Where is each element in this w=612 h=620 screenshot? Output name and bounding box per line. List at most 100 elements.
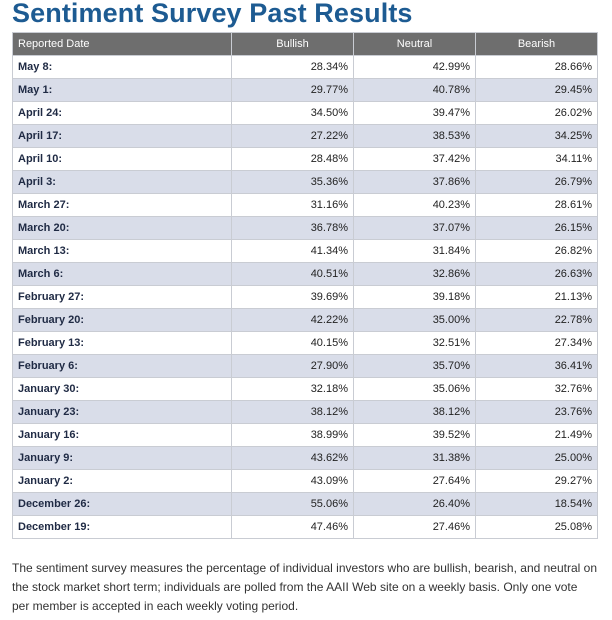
results-table: Reported Date Bullish Neutral Bearish Ma… [12,32,598,539]
cell-neutral: 31.38% [353,446,476,470]
cell-bullish: 38.99% [231,423,354,447]
results-body: May 8: 28.34% 42.99% 28.66% May 1: 29.77% 40.7… [12,55,598,539]
cell-bullish: 55.06% [231,492,354,516]
cell-neutral: 37.07% [353,216,476,240]
cell-bullish: 28.48% [231,147,354,171]
cell-bullish: 42.22% [231,308,354,332]
table-header-row: Reported Date Bullish Neutral Bearish [12,32,598,56]
cell-neutral: 42.99% [353,55,476,79]
table-row: January 30: 32.18% 35.06% 32.76% [12,377,598,401]
cell-bearish: 21.49% [475,423,598,447]
cell-bearish: 28.61% [475,193,598,217]
cell-reported-date: December 26: [12,492,232,516]
table-row: January 23: 38.12% 38.12% 23.76% [12,400,598,424]
cell-reported-date: May 8: [12,55,232,79]
table-row: May 1: 29.77% 40.78% 29.45% [12,78,598,102]
table-row: March 13: 41.34% 31.84% 26.82% [12,239,598,263]
cell-bullish: 29.77% [231,78,354,102]
cell-neutral: 27.46% [353,515,476,539]
cell-bearish: 36.41% [475,354,598,378]
cell-bearish: 32.76% [475,377,598,401]
cell-neutral: 39.47% [353,101,476,125]
cell-reported-date: February 13: [12,331,232,355]
cell-reported-date: February 6: [12,354,232,378]
cell-reported-date: March 6: [12,262,232,286]
cell-bearish: 34.11% [475,147,598,171]
cell-reported-date: February 20: [12,308,232,332]
cell-neutral: 39.52% [353,423,476,447]
header-reported-date: Reported Date [12,32,232,56]
cell-bullish: 47.46% [231,515,354,539]
cell-neutral: 38.12% [353,400,476,424]
cell-bullish: 39.69% [231,285,354,309]
cell-bullish: 35.36% [231,170,354,194]
cell-bullish: 40.15% [231,331,354,355]
cell-reported-date: April 10: [12,147,232,171]
header-bullish: Bullish [231,32,354,56]
table-row: May 8: 28.34% 42.99% 28.66% [12,55,598,79]
cell-bearish: 25.00% [475,446,598,470]
cell-neutral: 37.86% [353,170,476,194]
table-row: March 6: 40.51% 32.86% 26.63% [12,262,598,286]
cell-reported-date: February 27: [12,285,232,309]
cell-reported-date: March 27: [12,193,232,217]
cell-reported-date: January 23: [12,400,232,424]
cell-reported-date: January 2: [12,469,232,493]
cell-neutral: 32.86% [353,262,476,286]
cell-neutral: 40.23% [353,193,476,217]
table-row: April 10: 28.48% 37.42% 34.11% [12,147,598,171]
cell-reported-date: January 9: [12,446,232,470]
table-row: December 19: 47.46% 27.46% 25.08% [12,515,598,539]
cell-bearish: 21.13% [475,285,598,309]
header-neutral: Neutral [353,32,476,56]
cell-bullish: 31.16% [231,193,354,217]
table-row: January 9: 43.62% 31.38% 25.00% [12,446,598,470]
cell-reported-date: December 19: [12,515,232,539]
cell-bullish: 27.22% [231,124,354,148]
cell-reported-date: April 24: [12,101,232,125]
table-row: February 6: 27.90% 35.70% 36.41% [12,354,598,378]
cell-neutral: 32.51% [353,331,476,355]
table-row: April 24: 34.50% 39.47% 26.02% [12,101,598,125]
cell-bullish: 28.34% [231,55,354,79]
cell-neutral: 37.42% [353,147,476,171]
cell-neutral: 26.40% [353,492,476,516]
table-row: April 17: 27.22% 38.53% 34.25% [12,124,598,148]
cell-neutral: 40.78% [353,78,476,102]
page-title: Sentiment Survey Past Results [12,0,413,28]
table-row: March 20: 36.78% 37.07% 26.15% [12,216,598,240]
cell-bearish: 26.15% [475,216,598,240]
cell-reported-date: March 20: [12,216,232,240]
cell-bullish: 27.90% [231,354,354,378]
cell-reported-date: May 1: [12,78,232,102]
cell-bearish: 29.45% [475,78,598,102]
cell-bullish: 43.62% [231,446,354,470]
cell-neutral: 35.06% [353,377,476,401]
table-row: February 20: 42.22% 35.00% 22.78% [12,308,598,332]
cell-bearish: 34.25% [475,124,598,148]
cell-bearish: 26.02% [475,101,598,125]
table-row: February 27: 39.69% 39.18% 21.13% [12,285,598,309]
header-bearish: Bearish [475,32,598,56]
cell-neutral: 35.70% [353,354,476,378]
cell-bearish: 26.82% [475,239,598,263]
table-row: January 2: 43.09% 27.64% 29.27% [12,469,598,493]
cell-neutral: 31.84% [353,239,476,263]
table-row: March 27: 31.16% 40.23% 28.61% [12,193,598,217]
cell-neutral: 38.53% [353,124,476,148]
cell-bearish: 28.66% [475,55,598,79]
cell-bullish: 41.34% [231,239,354,263]
cell-bearish: 23.76% [475,400,598,424]
cell-bearish: 18.54% [475,492,598,516]
cell-bearish: 25.08% [475,515,598,539]
cell-bullish: 34.50% [231,101,354,125]
survey-description: The sentiment survey measures the percen… [12,561,597,613]
table-row: February 13: 40.15% 32.51% 27.34% [12,331,598,355]
cell-bearish: 26.63% [475,262,598,286]
cell-bearish: 26.79% [475,170,598,194]
cell-neutral: 27.64% [353,469,476,493]
table-row: January 16: 38.99% 39.52% 21.49% [12,423,598,447]
cell-bullish: 36.78% [231,216,354,240]
cell-neutral: 39.18% [353,285,476,309]
cell-reported-date: January 16: [12,423,232,447]
